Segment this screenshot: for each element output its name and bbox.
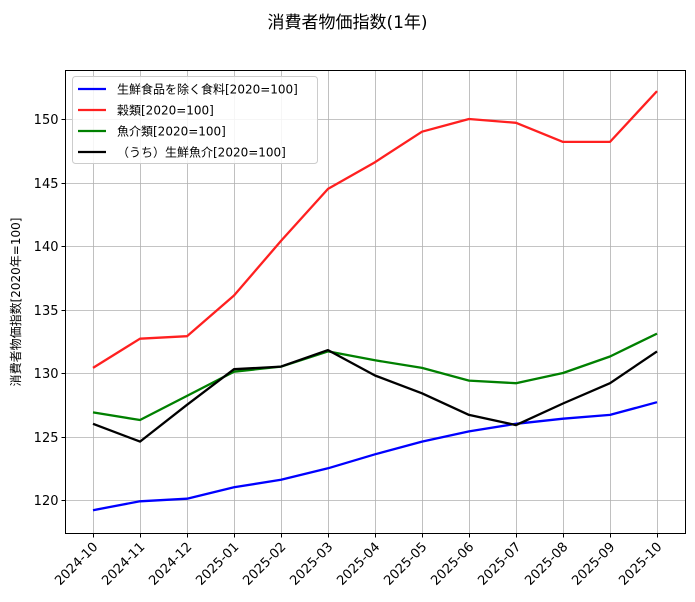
series-line-3 — [92, 348, 658, 443]
y-tick-label: 120 — [34, 494, 59, 509]
series-line-2 — [92, 332, 658, 422]
x-tick-label: 2024-11 — [99, 540, 148, 589]
y-tick-label: 130 — [34, 367, 59, 382]
series-line-1 — [92, 90, 658, 369]
legend-label: 生鮮食品を除く食料[2020=100] — [117, 82, 298, 97]
series-line-0 — [92, 401, 658, 512]
x-tick-label: 2025-08 — [522, 540, 571, 589]
y-axis-label: 消費者物価指数[2020年=100] — [8, 218, 23, 387]
legend-label: 魚介類[2020=100] — [117, 125, 226, 139]
chart-title: 消費者物価指数(1年) — [267, 13, 428, 33]
x-tick-label: 2025-01 — [193, 540, 242, 589]
y-tick-label: 135 — [34, 304, 59, 319]
x-tick-label: 2025-09 — [569, 540, 618, 589]
x-tick-label: 2025-10 — [616, 540, 665, 589]
x-tick-label: 2025-02 — [240, 540, 289, 589]
legend-label: （うち）生鮮魚介[2020=100] — [117, 146, 286, 160]
legend-label: 穀類[2020=100] — [117, 104, 214, 118]
x-tick-label: 2025-06 — [428, 540, 477, 589]
x-tick-label: 2024-12 — [146, 540, 195, 589]
x-axis: 2024-102024-112024-122025-012025-022025-… — [52, 533, 665, 589]
x-tick-label: 2025-04 — [334, 540, 383, 589]
legend: 生鮮食品を除く食料[2020=100] 穀類[2020=100] 魚介類[2020=… — [72, 76, 318, 164]
legend-box — [72, 76, 318, 164]
y-tick-label: 125 — [34, 431, 59, 446]
grid-lines — [65, 70, 686, 534]
y-tick-label: 145 — [34, 177, 59, 192]
x-tick-label: 2025-07 — [475, 540, 524, 589]
series-lines — [92, 90, 658, 512]
y-axis: 120 125 130 135 140 145 150 — [34, 113, 66, 509]
x-tick-label: 2025-03 — [287, 540, 336, 589]
x-tick-label: 2025-05 — [381, 540, 430, 589]
x-tick-label: 2024-10 — [52, 540, 101, 589]
y-tick-label: 150 — [34, 113, 59, 128]
y-tick-label: 140 — [34, 240, 59, 255]
